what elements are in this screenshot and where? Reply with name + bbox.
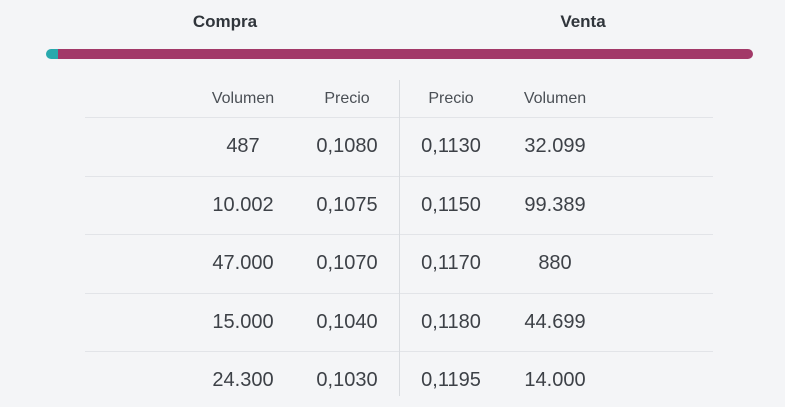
venta-precio-value: 0,1130 (421, 135, 481, 158)
venta-volumen-value: 14.000 (524, 369, 586, 392)
venta-precio-value: 0,1150 (421, 193, 481, 216)
venta-precio-value: 0,1195 (421, 369, 481, 392)
venta-volumen-value: 99.389 (524, 193, 586, 216)
compra-precio-value: 0,1080 (316, 135, 378, 158)
order-book-row: 487 0,1080 0,1130 32.099 (85, 118, 713, 177)
venta-side-label: Venta (560, 12, 606, 31)
compra-volumen-value: 15.000 (212, 310, 274, 333)
compra-volumen-value: 10.002 (212, 193, 274, 216)
venta-precio-value: 0,1180 (421, 310, 481, 333)
order-book-table: Volumen Precio Precio Volumen 487 0,1080… (85, 80, 713, 407)
compra-precio-value: 0,1040 (316, 310, 378, 333)
venta-volumen-header: Volumen (523, 89, 587, 107)
venta-precio-header: Precio (428, 89, 474, 107)
compra-precio-value: 0,1070 (316, 252, 378, 275)
compra-volumen-value: 47.000 (212, 252, 274, 275)
order-book-rows: 487 0,1080 0,1130 32.099 10.002 0,1075 0… (85, 118, 713, 407)
compra-precio-header: Precio (324, 89, 370, 107)
venta-volumen-value: 44.699 (524, 310, 586, 333)
compra-volumen-value: 24.300 (212, 369, 274, 392)
venta-volumen-value: 32.099 (524, 135, 586, 158)
venta-ratio-segment (58, 49, 753, 59)
compra-volumen-header: Volumen (211, 89, 275, 107)
buy-sell-ratio-bar (46, 49, 753, 59)
venta-precio-value: 0,1170 (421, 252, 481, 275)
compra-volumen-value: 487 (226, 135, 260, 158)
side-labels: Compra Venta (46, 0, 762, 32)
center-divider (399, 80, 400, 396)
venta-volumen-value: 880 (538, 252, 572, 275)
compra-precio-value: 0,1030 (316, 369, 378, 392)
order-book: Volumen Precio Precio Volumen 487 0,1080… (0, 80, 785, 407)
compra-precio-value: 0,1075 (316, 193, 378, 216)
order-book-row: 24.300 0,1030 0,1195 14.000 (85, 352, 713, 407)
compra-side-label: Compra (192, 12, 258, 31)
compra-ratio-segment (46, 49, 59, 59)
